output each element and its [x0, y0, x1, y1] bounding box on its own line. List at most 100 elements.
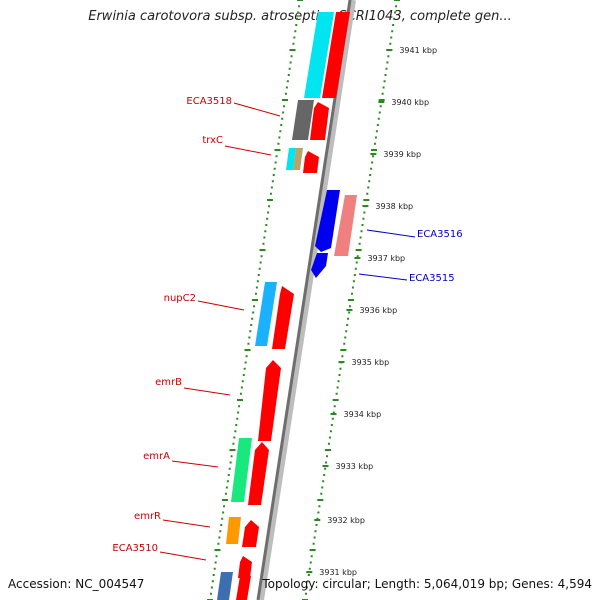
right-tick-mark: [312, 542, 315, 545]
right-tick-mark: [335, 392, 338, 395]
gene-feature-steel-blue[interactable]: [217, 572, 233, 600]
left-tick-mark: [247, 342, 250, 345]
right-tick-mark: [308, 567, 311, 570]
gene-feature-red[interactable]: [272, 286, 294, 349]
right-tick-mark: [309, 561, 312, 564]
left-tick-mark: [282, 99, 288, 101]
gene-feature-red[interactable]: [238, 556, 252, 578]
right-tick-mark: [348, 299, 354, 301]
left-tick-mark: [290, 55, 293, 58]
gene-feature-sky-blue[interactable]: [255, 282, 277, 346]
left-tick-mark: [251, 317, 254, 320]
gene-label-leader: [183, 387, 231, 396]
right-tick-mark: [366, 192, 369, 195]
right-tick-mark: [314, 530, 317, 533]
right-tick-mark: [358, 242, 361, 245]
gene-feature-tan[interactable]: [293, 148, 303, 170]
right-tick-mark: [328, 436, 331, 439]
left-tick-mark: [233, 436, 236, 439]
left-tick-mark: [225, 486, 228, 489]
left-tick-mark: [239, 392, 242, 395]
left-tick-mark: [248, 336, 251, 339]
left-tick-mark: [255, 286, 258, 289]
left-tick-mark: [245, 355, 248, 358]
gene-feature-red[interactable]: [322, 12, 350, 98]
left-tick-mark: [259, 261, 262, 264]
left-tick-mark: [249, 330, 252, 333]
left-tick-mark: [265, 224, 268, 226]
gene-feature-cyan[interactable]: [286, 148, 296, 170]
right-tick-mark: [375, 130, 378, 133]
kbp-tick: [314, 519, 321, 521]
right-tick-mark: [338, 374, 341, 376]
gene-label-eca3515[interactable]: ECA3515: [409, 273, 455, 284]
right-tick-track: 3941 kbp 3940 kbp 3939 kbp 3938 kbp 3937 kbp…: [302, 0, 437, 600]
topology-label: Topology: circular; Length: 5,064,019 bp…: [262, 577, 592, 591]
kbp-tick-label: 3934 kbp: [344, 410, 382, 419]
gene-feature-red[interactable]: [236, 576, 251, 600]
left-tick-mark: [282, 111, 285, 114]
left-tick-mark: [292, 42, 295, 45]
right-tick-mark: [323, 474, 326, 476]
right-tick-mark: [378, 99, 385, 101]
left-tick-mark: [271, 180, 274, 183]
right-tick-mark: [325, 461, 328, 464]
right-tick-mark: [363, 199, 370, 201]
right-tick-mark: [321, 486, 324, 489]
right-tick-mark: [324, 467, 327, 470]
left-tick-mark: [287, 74, 290, 76]
gene-label-eca3516[interactable]: ECA3516: [417, 229, 463, 240]
right-tick-mark: [355, 261, 358, 264]
right-tick-mark: [362, 217, 365, 220]
right-tick-mark: [327, 442, 330, 445]
gene-label-trxc[interactable]: trxC: [202, 135, 223, 146]
right-tick-mark: [352, 280, 355, 283]
gene-label-emrr[interactable]: emrR: [134, 511, 161, 522]
left-tick-mark: [293, 36, 296, 39]
left-tick-mark: [214, 561, 217, 564]
left-tick-mark: [263, 236, 266, 239]
gene-feature-red[interactable]: [258, 360, 281, 441]
right-tick-mark: [394, 0, 400, 1]
gene-label-leader: [358, 273, 408, 281]
gene-label-eca3518[interactable]: ECA3518: [186, 96, 232, 107]
right-tick-mark: [383, 80, 386, 83]
left-tick-mark: [223, 505, 226, 508]
gene-label-emra[interactable]: emrA: [143, 451, 170, 462]
gene-feature-cyan[interactable]: [304, 12, 334, 98]
left-tick-mark: [212, 574, 215, 576]
left-tick-mark: [285, 86, 288, 89]
left-tick-mark: [217, 542, 220, 545]
left-tick-mark: [244, 361, 247, 364]
left-tick-mark: [280, 124, 283, 126]
gene-label-nupc2[interactable]: nupC2: [164, 293, 196, 304]
gene-feature-blue[interactable]: [315, 190, 340, 252]
left-tick-mark: [267, 211, 270, 214]
gene-feature-red[interactable]: [310, 102, 329, 140]
left-tick-mark: [298, 5, 301, 8]
right-tick-mark: [347, 317, 350, 320]
gene-feature-red[interactable]: [303, 151, 319, 173]
right-tick-mark: [346, 324, 349, 326]
gene-feature-red[interactable]: [248, 442, 269, 505]
right-tick-mark: [317, 511, 320, 514]
gene-label-leader: [159, 551, 207, 561]
gene-label-emrb[interactable]: emrB: [155, 377, 182, 388]
right-tick-mark: [355, 249, 362, 251]
gene-label-eca3510[interactable]: ECA3510: [112, 543, 158, 554]
gene-label-leader: [171, 460, 219, 468]
gene-feature-gray[interactable]: [292, 100, 314, 140]
right-tick-mark: [387, 55, 390, 58]
gene-feature-spring-green[interactable]: [231, 438, 252, 502]
left-tick-mark: [281, 117, 284, 120]
left-tick-mark: [229, 461, 232, 464]
gene-feature-red[interactable]: [242, 520, 259, 547]
right-tick-mark: [349, 305, 352, 308]
gene-feature-salmon[interactable]: [334, 195, 357, 256]
gene-features: [217, 12, 357, 600]
kbp-tick-label: 3938 kbp: [375, 202, 413, 211]
left-tick-mark: [297, 11, 300, 14]
left-tick-mark: [288, 67, 291, 70]
gene-feature-blue[interactable]: [311, 253, 328, 278]
gene-feature-orange[interactable]: [226, 517, 241, 544]
